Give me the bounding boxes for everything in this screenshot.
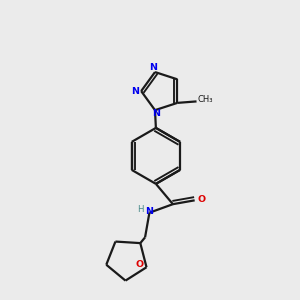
Text: O: O xyxy=(197,195,205,204)
Text: CH₃: CH₃ xyxy=(197,95,212,104)
Text: N: N xyxy=(149,63,158,72)
Text: O: O xyxy=(136,260,144,269)
Text: N: N xyxy=(131,87,139,96)
Text: N: N xyxy=(152,109,160,118)
Text: N: N xyxy=(145,207,153,216)
Text: H: H xyxy=(137,205,143,214)
